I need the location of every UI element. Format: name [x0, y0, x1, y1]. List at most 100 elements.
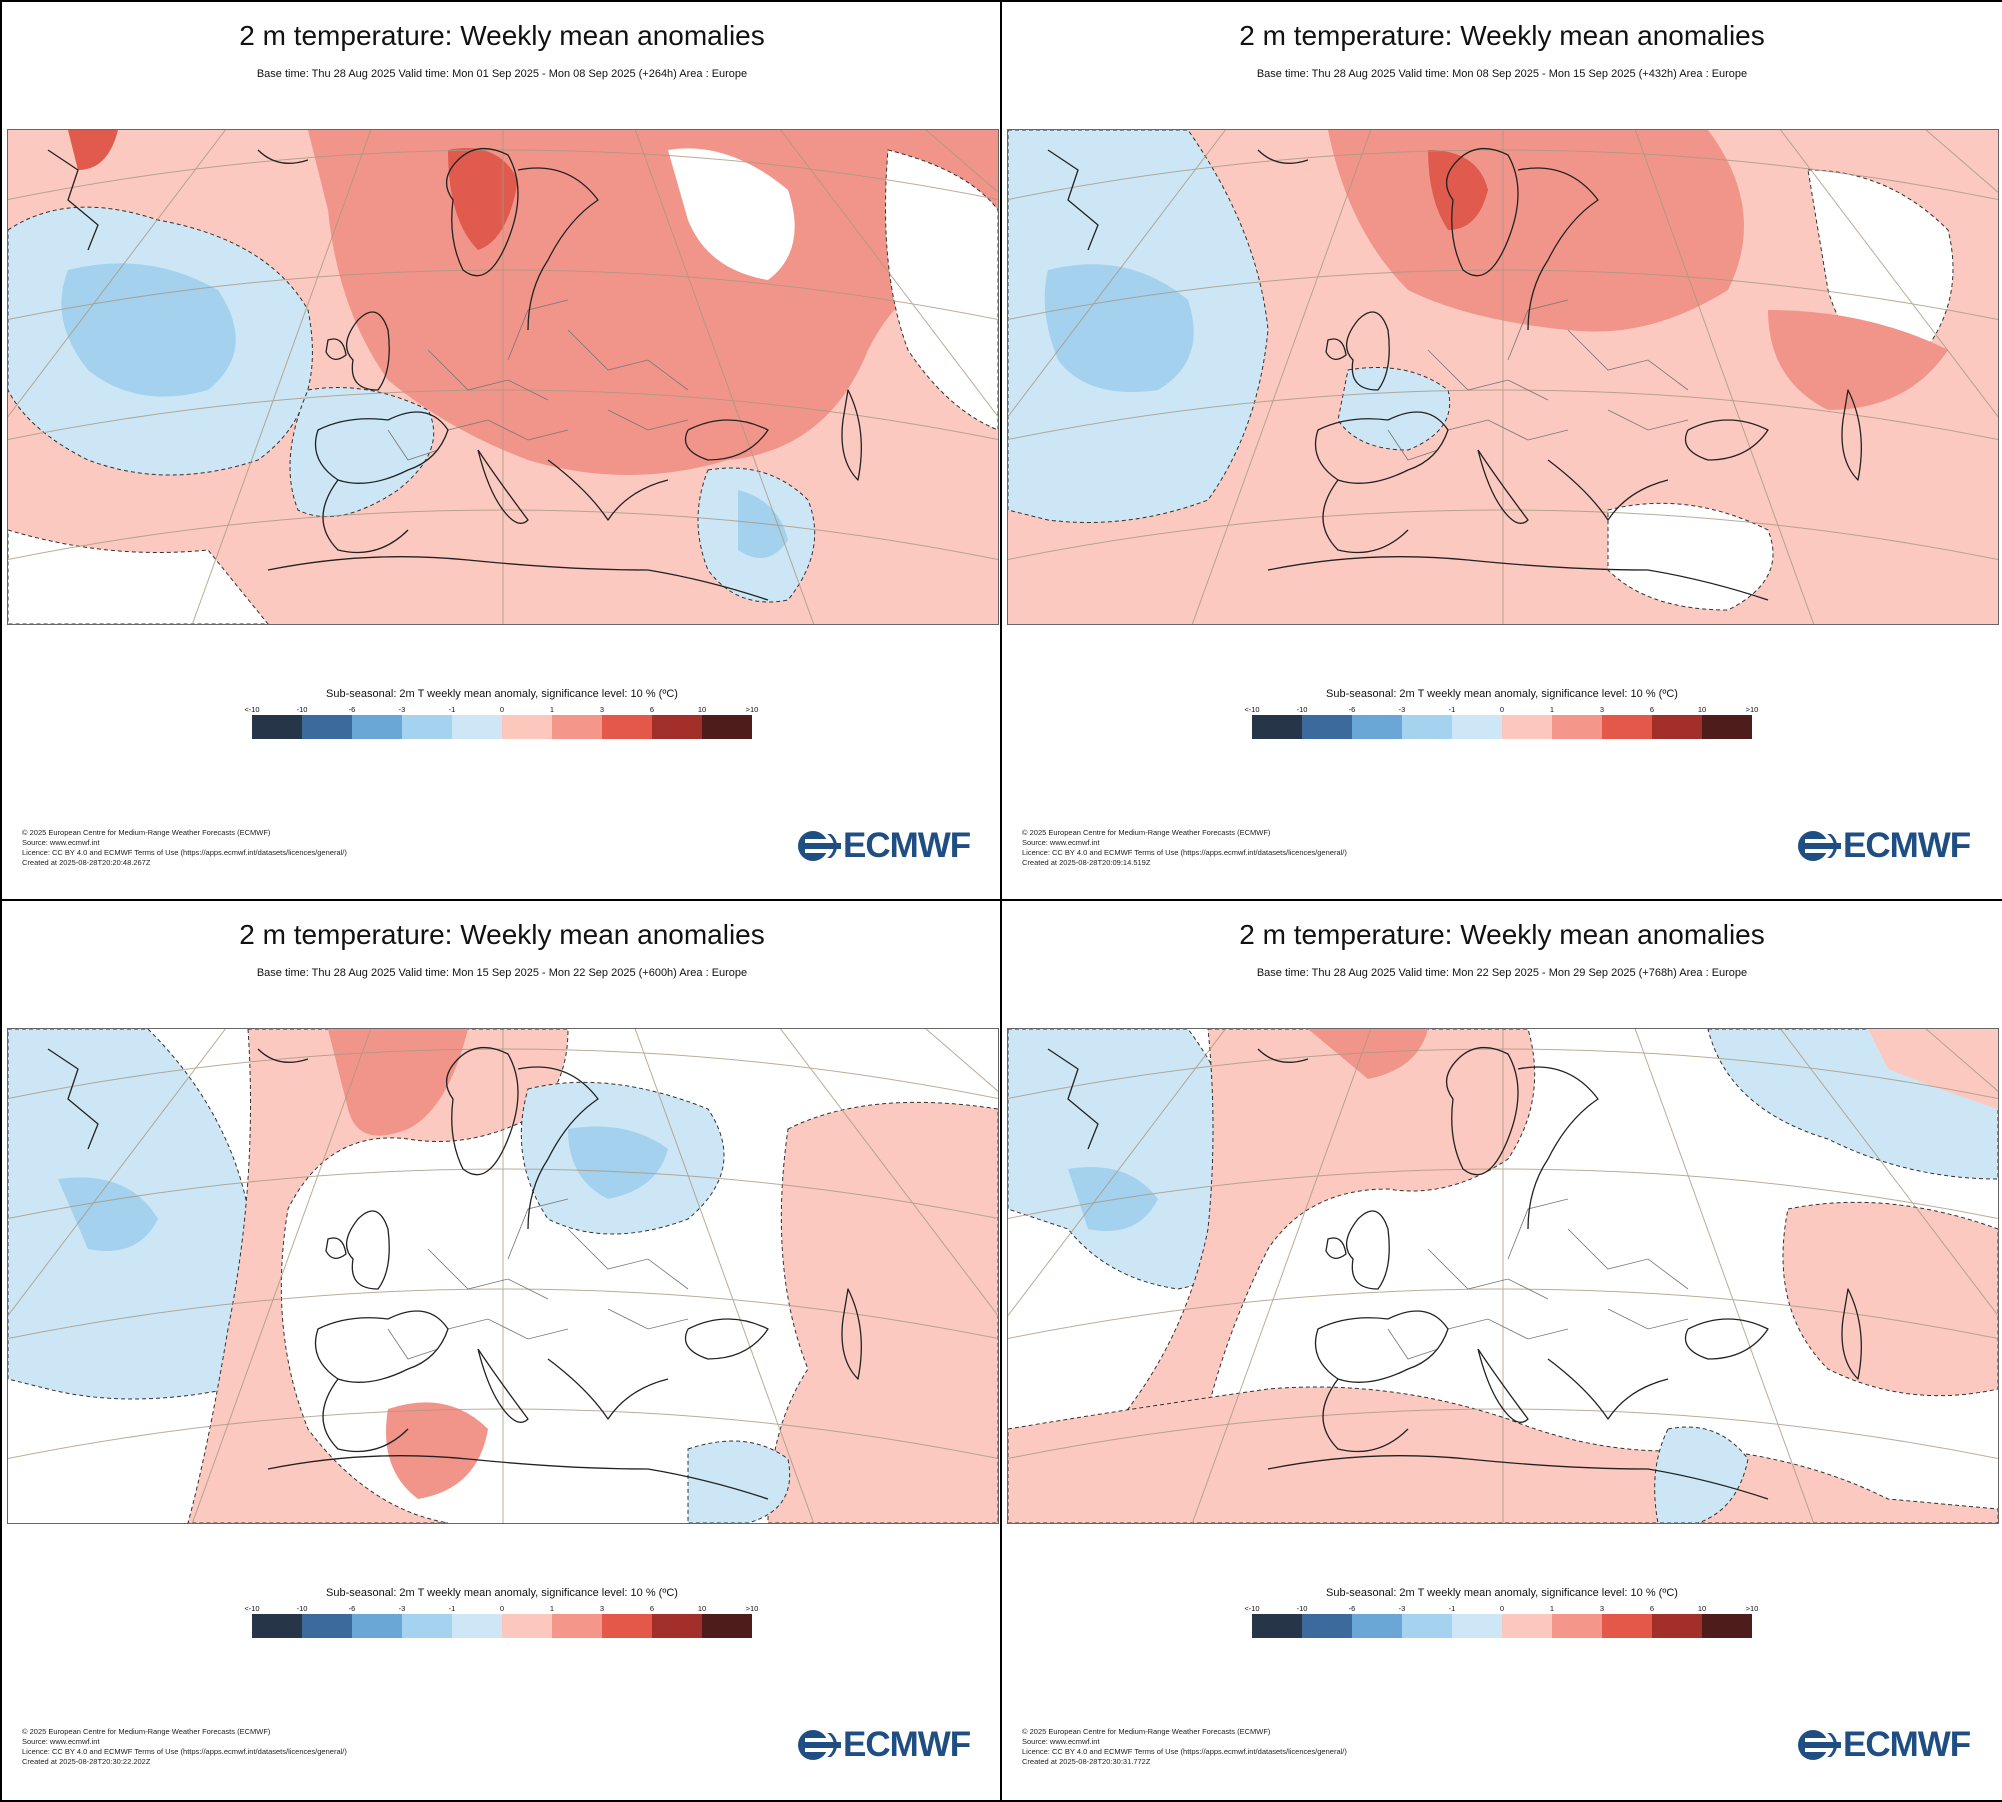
footer-licence: Licence: CC BY 4.0 and ECMWF Terms of Us…: [22, 1747, 347, 1756]
legend-tick-label: -10: [296, 1604, 308, 1613]
legend-tick-label: 1: [549, 705, 555, 714]
legend-swatch: [1702, 1614, 1752, 1638]
legend-swatch: [1652, 715, 1702, 739]
legend-tick-label: 6: [649, 705, 655, 714]
legend-tick-label: -10: [1296, 1604, 1308, 1613]
legend-tick-label: <-10: [244, 705, 260, 714]
legend-swatch: [552, 1614, 602, 1638]
footer-created: Created at 2025-08-28T20:30:31.772Z: [1022, 1757, 1151, 1766]
forecast-panel-2: 2 m temperature: Weekly mean anomalies B…: [1002, 2, 2002, 901]
panel-subtitle: Base time: Thu 28 Aug 2025 Valid time: M…: [256, 967, 748, 979]
legend-swatch: [1402, 715, 1452, 739]
ecmwf-logo-icon: [1798, 831, 1841, 861]
anomaly-map: [1007, 1028, 1999, 1524]
legend-colorbar: [252, 715, 752, 739]
legend-swatch: [1252, 1614, 1302, 1638]
ecmwf-logo: ECMWF: [797, 826, 983, 865]
footer-credits: © 2025 European Centre for Medium-Range …: [22, 828, 347, 868]
legend-tick-label: 3: [1599, 1604, 1605, 1613]
ecmwf-logo: ECMWF: [797, 1725, 983, 1764]
legend-title: Sub-seasonal: 2m T weekly mean anomaly, …: [1326, 688, 1678, 700]
legend-tick-label: -6: [348, 705, 356, 714]
footer-credits: © 2025 European Centre for Medium-Range …: [22, 1727, 347, 1767]
legend-swatch: [452, 715, 502, 739]
legend-swatch: [702, 715, 752, 739]
legend-swatch: [602, 715, 652, 739]
footer-credits: © 2025 European Centre for Medium-Range …: [1022, 1727, 1347, 1767]
legend-tick-label: -6: [348, 1604, 356, 1613]
legend-colorbar: [1252, 715, 1752, 739]
legend-tick-label: 3: [1599, 705, 1605, 714]
footer-licence: Licence: CC BY 4.0 and ECMWF Terms of Us…: [22, 848, 347, 857]
logo-text: ECMWF: [1843, 1725, 1971, 1764]
footer-copyright: © 2025 European Centre for Medium-Range …: [1022, 828, 1271, 837]
legend-tick-label: -3: [1398, 705, 1406, 714]
legend-tick-label: -3: [398, 705, 406, 714]
legend-tick-label: -1: [1448, 1604, 1456, 1613]
legend-swatch: [252, 1614, 302, 1638]
legend-tick-label: 0: [499, 705, 505, 714]
legend-tick-label: <-10: [1244, 705, 1260, 714]
legend-tick-label: 0: [1499, 1604, 1505, 1613]
anomaly-field: [1008, 130, 1998, 624]
legend-colorbar: [252, 1614, 752, 1638]
legend-swatch: [702, 1614, 752, 1638]
legend-swatch: [1302, 715, 1352, 739]
legend-swatch: [1252, 715, 1302, 739]
footer-created: Created at 2025-08-28T20:20:48.267Z: [22, 858, 151, 867]
legend-swatch: [552, 715, 602, 739]
legend-swatch: [1652, 1614, 1702, 1638]
legend-tick-label: 3: [599, 1604, 605, 1613]
legend-swatch: [1702, 715, 1752, 739]
legend-tick-label: 10: [1697, 705, 1707, 714]
legend-swatch: [1552, 1614, 1602, 1638]
legend-swatch: [302, 715, 352, 739]
panel-title: 2 m temperature: Weekly mean anomalies: [239, 20, 765, 51]
legend-ticks: <-10 -10 -6 -3 -1 0 1 3 6 10 >10: [1240, 1604, 1758, 1616]
legend-ticks: <-10 -10 -6 -3 -1 0 1 3 6 10 >10: [1240, 705, 1758, 717]
logo-text: ECMWF: [843, 826, 971, 865]
legend-tick-label: 1: [549, 1604, 555, 1613]
legend-swatch: [1602, 1614, 1652, 1638]
legend-swatch: [602, 1614, 652, 1638]
forecast-panel-1: 2 m temperature: Weekly mean anomalies B…: [2, 2, 1002, 901]
footer-source: Source: www.ecmwf.int: [22, 1737, 100, 1746]
anomaly-field: [1008, 1029, 1998, 1523]
legend-swatch: [502, 1614, 552, 1638]
legend-tick-label: -3: [1398, 1604, 1406, 1613]
legend-swatch: [402, 715, 452, 739]
footer-copyright: © 2025 European Centre for Medium-Range …: [1022, 1727, 1271, 1736]
legend-swatch: [1402, 1614, 1452, 1638]
forecast-panel-3: 2 m temperature: Weekly mean anomalies B…: [2, 901, 1002, 1800]
logo-text: ECMWF: [843, 1725, 971, 1764]
footer-licence: Licence: CC BY 4.0 and ECMWF Terms of Us…: [1022, 1747, 1347, 1756]
legend-tick-label: 6: [649, 1604, 655, 1613]
anomaly-map: [7, 129, 999, 625]
forecast-panel-4: 2 m temperature: Weekly mean anomalies B…: [1002, 901, 2002, 1800]
legend-title: Sub-seasonal: 2m T weekly mean anomaly, …: [1326, 1587, 1678, 1599]
panel-subtitle: Base time: Thu 28 Aug 2025 Valid time: M…: [256, 68, 748, 80]
legend-colorbar: [1252, 1614, 1752, 1638]
legend-swatch: [252, 715, 302, 739]
legend-swatch: [452, 1614, 502, 1638]
footer-created: Created at 2025-08-28T20:09:14.519Z: [1022, 858, 1151, 867]
panel-subtitle: Base time: Thu 28 Aug 2025 Valid time: M…: [1256, 68, 1748, 80]
legend-tick-label: 10: [697, 1604, 707, 1613]
footer-copyright: © 2025 European Centre for Medium-Range …: [22, 1727, 271, 1736]
ecmwf-logo-icon: [798, 1730, 841, 1760]
legend-swatch: [652, 1614, 702, 1638]
logo-text: ECMWF: [1843, 826, 1971, 865]
legend-tick-label: 10: [697, 705, 707, 714]
legend-title: Sub-seasonal: 2m T weekly mean anomaly, …: [326, 1587, 678, 1599]
legend-tick-label: -10: [1296, 705, 1308, 714]
legend-swatch: [502, 715, 552, 739]
panel-subtitle: Base time: Thu 28 Aug 2025 Valid time: M…: [1256, 967, 1748, 979]
footer-source: Source: www.ecmwf.int: [1022, 838, 1100, 847]
panel-title: 2 m temperature: Weekly mean anomalies: [1239, 919, 1765, 950]
anomaly-field: [8, 130, 998, 624]
legend-tick-label: >10: [1745, 1604, 1759, 1613]
panel-title: 2 m temperature: Weekly mean anomalies: [1239, 20, 1765, 51]
footer-licence: Licence: CC BY 4.0 and ECMWF Terms of Us…: [1022, 848, 1347, 857]
legend-tick-label: -3: [398, 1604, 406, 1613]
